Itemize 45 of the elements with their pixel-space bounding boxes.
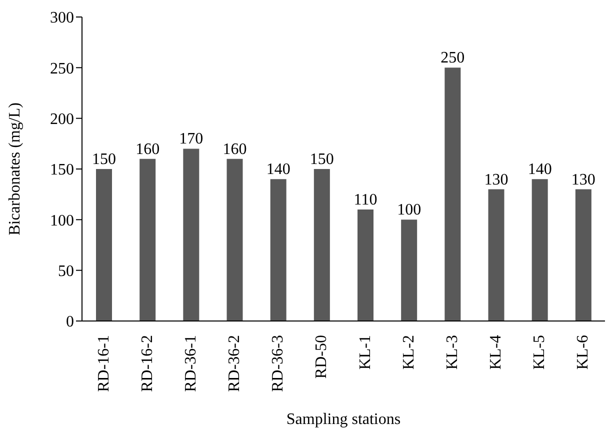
- bar: [575, 189, 592, 321]
- y-tick-label: 200: [50, 111, 74, 128]
- bar: [96, 169, 112, 321]
- data-label: 150: [310, 151, 334, 168]
- bar: [358, 210, 374, 321]
- x-tick-label: KL-4: [488, 335, 505, 370]
- bar: [140, 158, 156, 321]
- bar: [444, 68, 461, 321]
- x-tick-label: KL-6: [574, 335, 592, 370]
- x-axis-title: Sampling stations: [286, 411, 401, 428]
- bar: [488, 189, 504, 321]
- x-tick-label: RD-36-1: [182, 335, 200, 392]
- bar: [401, 220, 418, 321]
- data-label: 160: [136, 140, 160, 158]
- bar: [226, 158, 243, 321]
- y-tick-label: 50: [58, 263, 74, 280]
- x-tick-label: RD-16-1: [95, 335, 112, 392]
- data-label: 110: [354, 192, 378, 209]
- y-tick-label: 100: [50, 212, 74, 230]
- data-label: 130: [484, 171, 508, 188]
- bar: [532, 179, 548, 321]
- x-tick-label: RD-36-2: [226, 335, 244, 392]
- x-tick-label: KL-3: [444, 335, 461, 370]
- x-tick-label: RD-50: [313, 335, 330, 379]
- x-tick-label: KL-2: [400, 335, 418, 370]
- bar: [270, 179, 286, 321]
- x-tick-label: RD-36-3: [270, 335, 287, 392]
- data-label: 100: [397, 202, 422, 219]
- y-axis-title: Bicarbonates (mg/L): [6, 102, 24, 236]
- data-label: 150: [92, 151, 116, 168]
- data-label: 250: [440, 50, 465, 67]
- data-label: 170: [179, 130, 204, 148]
- y-tick-label: 150: [50, 162, 74, 179]
- x-tick-label: KL-1: [356, 335, 374, 370]
- y-tick-label: 250: [50, 60, 74, 78]
- data-label: 160: [222, 140, 247, 158]
- y-tick-label: 0: [66, 314, 74, 331]
- y-tick-label: 300: [50, 10, 74, 27]
- data-label: 130: [571, 171, 596, 188]
- bar: [314, 169, 330, 321]
- x-tick-label: RD-16-2: [138, 335, 156, 392]
- x-tick-label: KL-5: [531, 335, 548, 370]
- bar: [183, 148, 200, 321]
- data-label: 140: [266, 161, 290, 178]
- data-label: 140: [528, 161, 552, 178]
